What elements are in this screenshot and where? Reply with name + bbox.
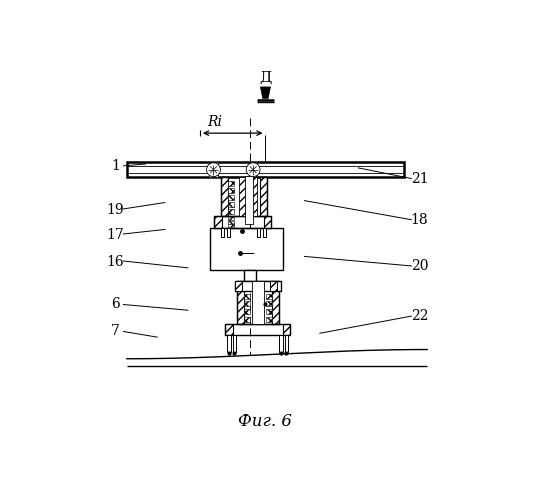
Bar <box>243 309 250 314</box>
Bar <box>285 334 288 352</box>
Bar <box>233 334 236 352</box>
Bar <box>237 282 279 324</box>
Bar <box>266 309 272 314</box>
Bar <box>270 282 277 291</box>
Bar <box>243 302 250 306</box>
Bar <box>228 202 234 207</box>
Text: 18: 18 <box>410 213 429 227</box>
Bar <box>262 228 266 236</box>
Text: 21: 21 <box>410 172 429 186</box>
Bar <box>228 188 234 193</box>
Bar <box>221 178 228 216</box>
Bar <box>221 178 267 216</box>
Bar <box>209 162 218 178</box>
Circle shape <box>246 163 260 176</box>
Text: 20: 20 <box>410 259 428 273</box>
Bar <box>264 216 271 228</box>
Text: 16: 16 <box>106 255 124 269</box>
Bar <box>246 176 253 224</box>
Bar <box>235 282 242 291</box>
Text: 22: 22 <box>410 309 428 323</box>
Bar <box>228 218 234 220</box>
Bar <box>221 228 224 236</box>
Bar <box>239 178 257 216</box>
Bar <box>235 282 281 291</box>
Text: 6: 6 <box>111 298 119 312</box>
Bar <box>214 216 271 228</box>
Bar <box>127 162 404 178</box>
Polygon shape <box>127 350 427 366</box>
Bar <box>279 334 283 352</box>
Bar <box>266 294 272 298</box>
Text: Ri: Ri <box>208 116 222 130</box>
Bar <box>260 178 267 216</box>
Bar <box>283 324 290 334</box>
Bar <box>227 334 231 352</box>
Bar <box>249 162 258 178</box>
Bar <box>210 228 283 270</box>
Bar <box>266 317 272 322</box>
Text: Фиг. 6: Фиг. 6 <box>238 412 293 430</box>
Bar <box>228 224 234 227</box>
Bar <box>243 294 250 298</box>
Bar <box>214 216 222 228</box>
Text: 7: 7 <box>111 324 119 338</box>
Bar <box>225 324 290 334</box>
Bar <box>272 282 279 324</box>
Bar <box>226 228 230 236</box>
Bar <box>228 196 234 200</box>
Bar <box>244 270 256 283</box>
Bar <box>209 162 218 178</box>
Bar <box>228 182 234 186</box>
Text: 19: 19 <box>106 203 124 217</box>
Bar <box>249 162 258 178</box>
Bar <box>228 209 234 214</box>
Bar <box>243 317 250 322</box>
Text: Д: Д <box>259 70 272 85</box>
Polygon shape <box>260 87 271 99</box>
Bar <box>258 228 260 236</box>
Bar <box>237 282 243 324</box>
Circle shape <box>207 163 220 176</box>
Bar <box>266 302 272 306</box>
Text: 1: 1 <box>111 159 119 173</box>
Bar <box>252 282 264 324</box>
Bar <box>228 221 234 224</box>
Text: 17: 17 <box>106 228 124 242</box>
Bar <box>225 324 233 334</box>
